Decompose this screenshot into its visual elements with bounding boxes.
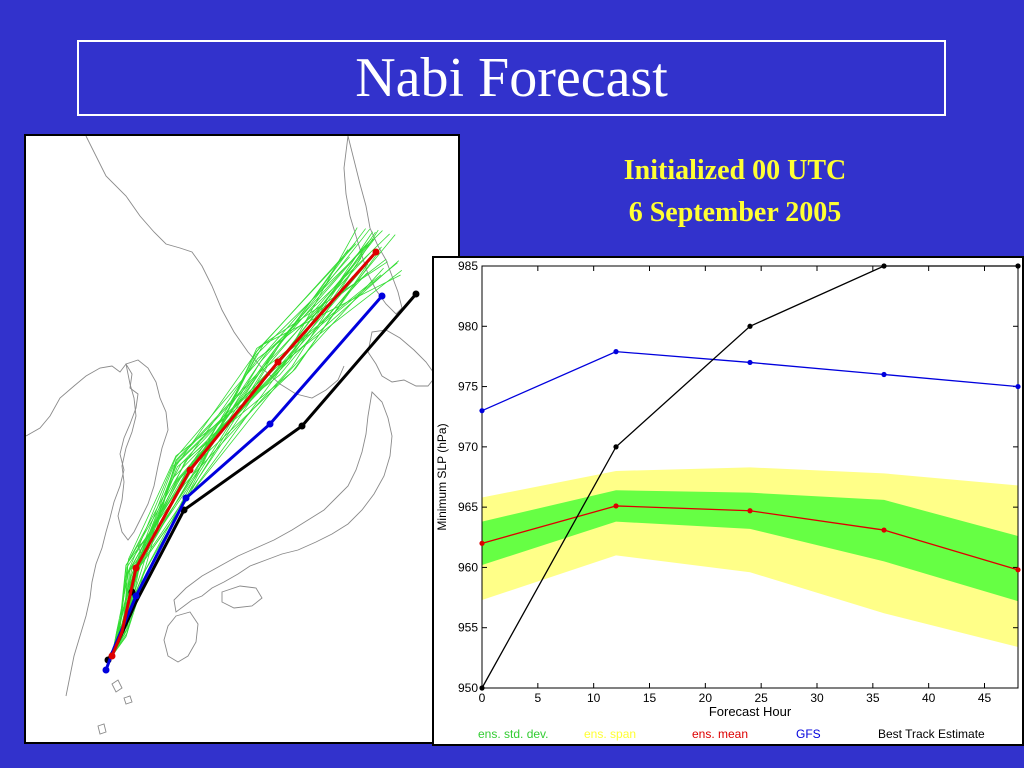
ensemble-member-track	[111, 231, 374, 657]
y-tick-label: 950	[458, 681, 478, 695]
gfs-track	[102, 292, 386, 674]
x-tick-label: 10	[587, 691, 601, 705]
slide-title: Nabi Forecast	[355, 47, 668, 109]
init-line-2: 6 September 2005	[628, 197, 842, 228]
ensemble-member-track	[111, 261, 388, 657]
slp-chart: 0 5 10 15 20 25 30 35 40 45 950 955 960 965 970 975 980 9…	[435, 259, 1021, 741]
series-point-ens-mean	[479, 540, 485, 546]
series-point-ens-mean	[1015, 567, 1021, 573]
series-point-gfs	[881, 371, 887, 378]
track-map	[25, 135, 437, 735]
ensemble-member-track	[111, 230, 383, 657]
series-point-ens-mean	[613, 503, 619, 509]
x-tick-label: 15	[643, 691, 657, 705]
x-tick-label: 45	[978, 691, 992, 705]
x-tick-label: 25	[754, 691, 768, 705]
ensemble-member-track	[111, 228, 366, 657]
legend-entry: ens. span	[584, 727, 636, 741]
series-point-best-track-estimate	[1015, 263, 1021, 269]
x-tick-label: 20	[699, 691, 713, 705]
x-tick-label: 30	[810, 691, 824, 705]
y-tick-label: 985	[458, 259, 478, 273]
ensemble-member-track	[111, 243, 357, 657]
x-tick-label: 35	[866, 691, 880, 705]
x-tick-label: 5	[534, 691, 541, 705]
legend-entry: GFS	[796, 727, 821, 741]
ens-mean-track	[108, 248, 380, 660]
y-tick-label: 965	[458, 500, 478, 514]
ensemble-member-track	[111, 272, 368, 657]
x-tick-label: 0	[479, 691, 486, 705]
series-point-gfs	[479, 408, 485, 414]
legend-entry: ens. mean	[692, 727, 748, 741]
ensemble-member-track	[111, 233, 390, 657]
series-point-gfs	[747, 359, 753, 366]
series-point-best-track-estimate	[881, 263, 887, 269]
coastlines	[25, 135, 437, 735]
band-ens-std-dev-	[482, 490, 1018, 602]
y-tick-label: 980	[458, 319, 478, 333]
ensemble-member-track	[111, 253, 378, 657]
y-axis-label: Minimum SLP (hPa)	[435, 423, 449, 530]
ensemble-member-track	[111, 258, 387, 657]
ensemble-member-tracks	[111, 227, 403, 657]
ensemble-member-track	[111, 261, 356, 657]
plot-frame	[481, 265, 1019, 689]
y-tick-label: 960	[458, 560, 478, 574]
ensemble-member-track	[111, 275, 354, 657]
y-tick-label: 955	[458, 621, 478, 635]
ensemble-member-track	[111, 252, 371, 657]
x-tick-label: 40	[922, 691, 936, 705]
legend-entry: Best Track Estimate	[878, 727, 985, 741]
slp-chart-panel: 0 5 10 15 20 25 30 35 40 45 950 955 960 965 970 975 980 9…	[432, 256, 1024, 746]
ensemble-member-track	[111, 249, 349, 657]
series-point-gfs	[613, 349, 619, 355]
series-point-ens-mean	[747, 508, 753, 514]
x-axis-label: Forecast Hour	[709, 704, 792, 719]
y-tick-label: 970	[458, 440, 478, 454]
series-point-best-track-estimate	[613, 444, 619, 450]
series-point-ens-mean	[881, 527, 887, 533]
ensemble-member-track	[111, 267, 384, 657]
initialization-label: Initialized 00 UTC 6 September 2005	[560, 150, 910, 234]
track-map-panel	[24, 134, 460, 744]
y-tick-label: 975	[458, 380, 478, 394]
title-box: Nabi Forecast	[77, 40, 946, 116]
series-point-best-track-estimate	[747, 323, 753, 329]
init-line-1: Initialized 00 UTC	[623, 155, 847, 186]
ensemble-member-track	[111, 258, 362, 657]
series-point-best-track-estimate	[479, 685, 485, 691]
legend-entry: ens. std. dev.	[478, 727, 548, 741]
series-point-gfs	[1015, 383, 1021, 390]
